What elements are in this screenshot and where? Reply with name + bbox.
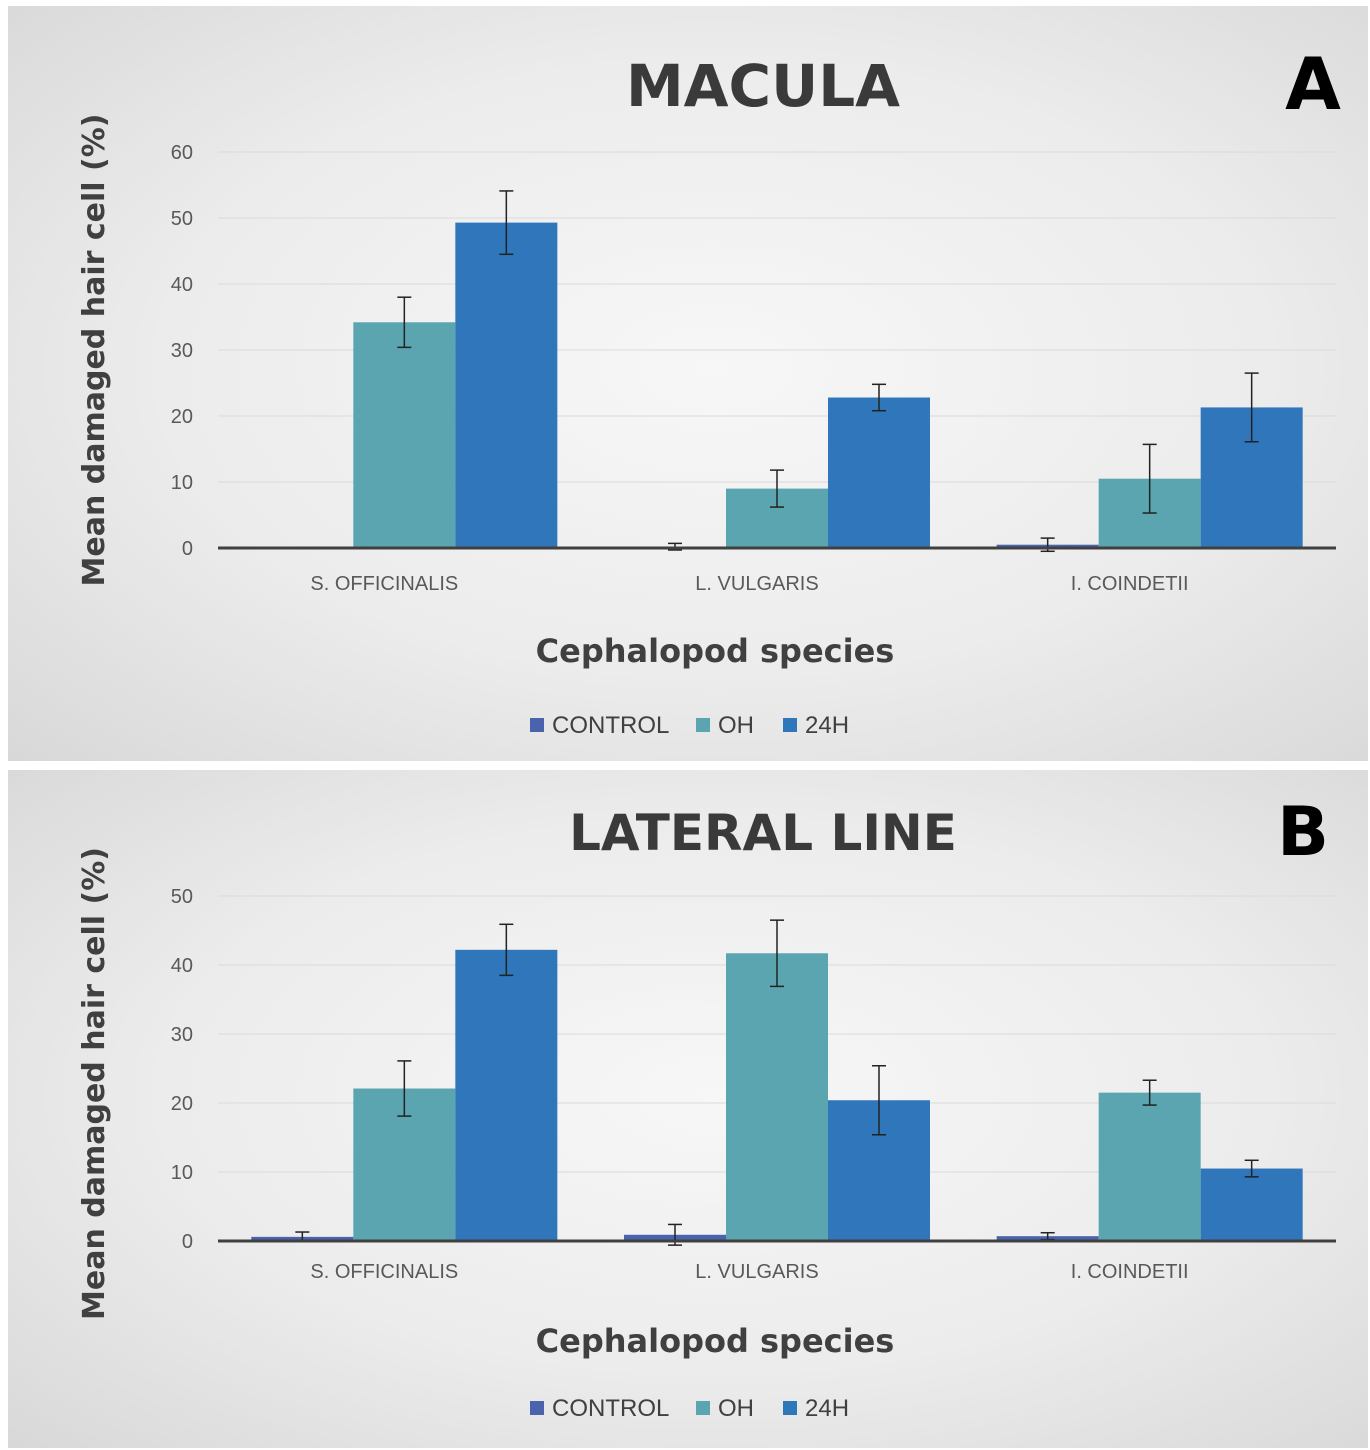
chart-a-legend-label-24h: 24H (805, 712, 849, 739)
chart-a-svg: MACULA A 0 10 20 30 40 50 60 S. OFFICINALIS L. VUL… (77, 42, 1341, 739)
chart-a-y-tick-label: 20 (171, 406, 193, 428)
chart-b-bar-oh (726, 953, 828, 1241)
chart-a-legend-swatch-oh (696, 718, 710, 732)
chart-b-x-tick-label: L. VULGARIS (695, 1261, 818, 1283)
chart-b-legend-label-control: CONTROL (552, 1395, 669, 1422)
chart-b-x-axis-title: Cephalopod species (536, 1322, 895, 1360)
chart-a-legend-label-control: CONTROL (552, 712, 669, 739)
chart-a-title: MACULA (626, 52, 900, 120)
chart-a-y-tick-label: 40 (171, 274, 193, 296)
chart-b-legend-label-24h: 24H (805, 1395, 849, 1422)
chart-b-y-tick-label: 0 (182, 1231, 193, 1253)
chart-b-legend-swatch-control (530, 1401, 544, 1415)
chart-a-x-axis-title: Cephalopod species (536, 632, 895, 670)
chart-a-bar-24h (455, 222, 558, 548)
chart-b-y-tick-label: 50 (171, 886, 193, 908)
chart-b-title: LATERAL LINE (569, 804, 957, 862)
chart-b-legend-swatch-oh (696, 1401, 710, 1415)
chart-b-bar-oh (1098, 1092, 1201, 1241)
chart-panel-b: LATERAL LINE B 0 10 20 30 40 50 S. OFFICINALIS L.… (8, 770, 1368, 1448)
chart-b-y-tick-label: 40 (171, 955, 193, 977)
chart-a-y-tick-label: 60 (171, 142, 193, 164)
chart-b-legend-swatch-24h (783, 1401, 797, 1415)
chart-a-y-tick-label: 0 (182, 538, 193, 560)
chart-a-legend-swatch-control (530, 718, 544, 732)
chart-b-panel-letter: B (1277, 793, 1329, 872)
chart-b-bar-24h (1200, 1168, 1303, 1241)
chart-a-y-axis-title: Mean damaged hair cell (%) (77, 114, 112, 587)
chart-a-x-tick-label: L. VULGARIS (695, 573, 818, 595)
chart-a-y-tick-label: 10 (171, 472, 193, 494)
chart-b-legend-label-oh: OH (718, 1395, 754, 1422)
chart-b-x-tick-label: S. OFFICINALIS (310, 1261, 458, 1283)
chart-a-x-tick-label: S. OFFICINALIS (310, 573, 458, 595)
chart-b-y-tick-label: 30 (171, 1024, 193, 1046)
chart-b-svg: LATERAL LINE B 0 10 20 30 40 50 S. OFFICINALIS L.… (77, 793, 1336, 1422)
chart-a-bar-24h (828, 397, 930, 548)
chart-b-y-axis-title: Mean damaged hair cell (%) (77, 847, 112, 1320)
chart-b-y-tick-label: 10 (171, 1162, 193, 1184)
chart-b-y-tick-label: 20 (171, 1093, 193, 1115)
chart-a-x-tick-label: I. COINDETII (1071, 573, 1189, 595)
chart-a-y-tick-label: 50 (171, 208, 193, 230)
chart-panel-a: MACULA A 0 10 20 30 40 50 60 S. OFFICINALIS L. VUL… (8, 6, 1368, 761)
chart-b-bar-24h (455, 949, 558, 1241)
chart-a-panel-letter: A (1285, 42, 1341, 126)
chart-a-legend-swatch-24h (783, 718, 797, 732)
chart-a-bar-oh (353, 322, 456, 548)
chart-a-y-tick-label: 30 (171, 340, 193, 362)
chart-a-legend-label-oh: OH (718, 712, 754, 739)
chart-b-x-tick-label: I. COINDETII (1071, 1261, 1189, 1283)
